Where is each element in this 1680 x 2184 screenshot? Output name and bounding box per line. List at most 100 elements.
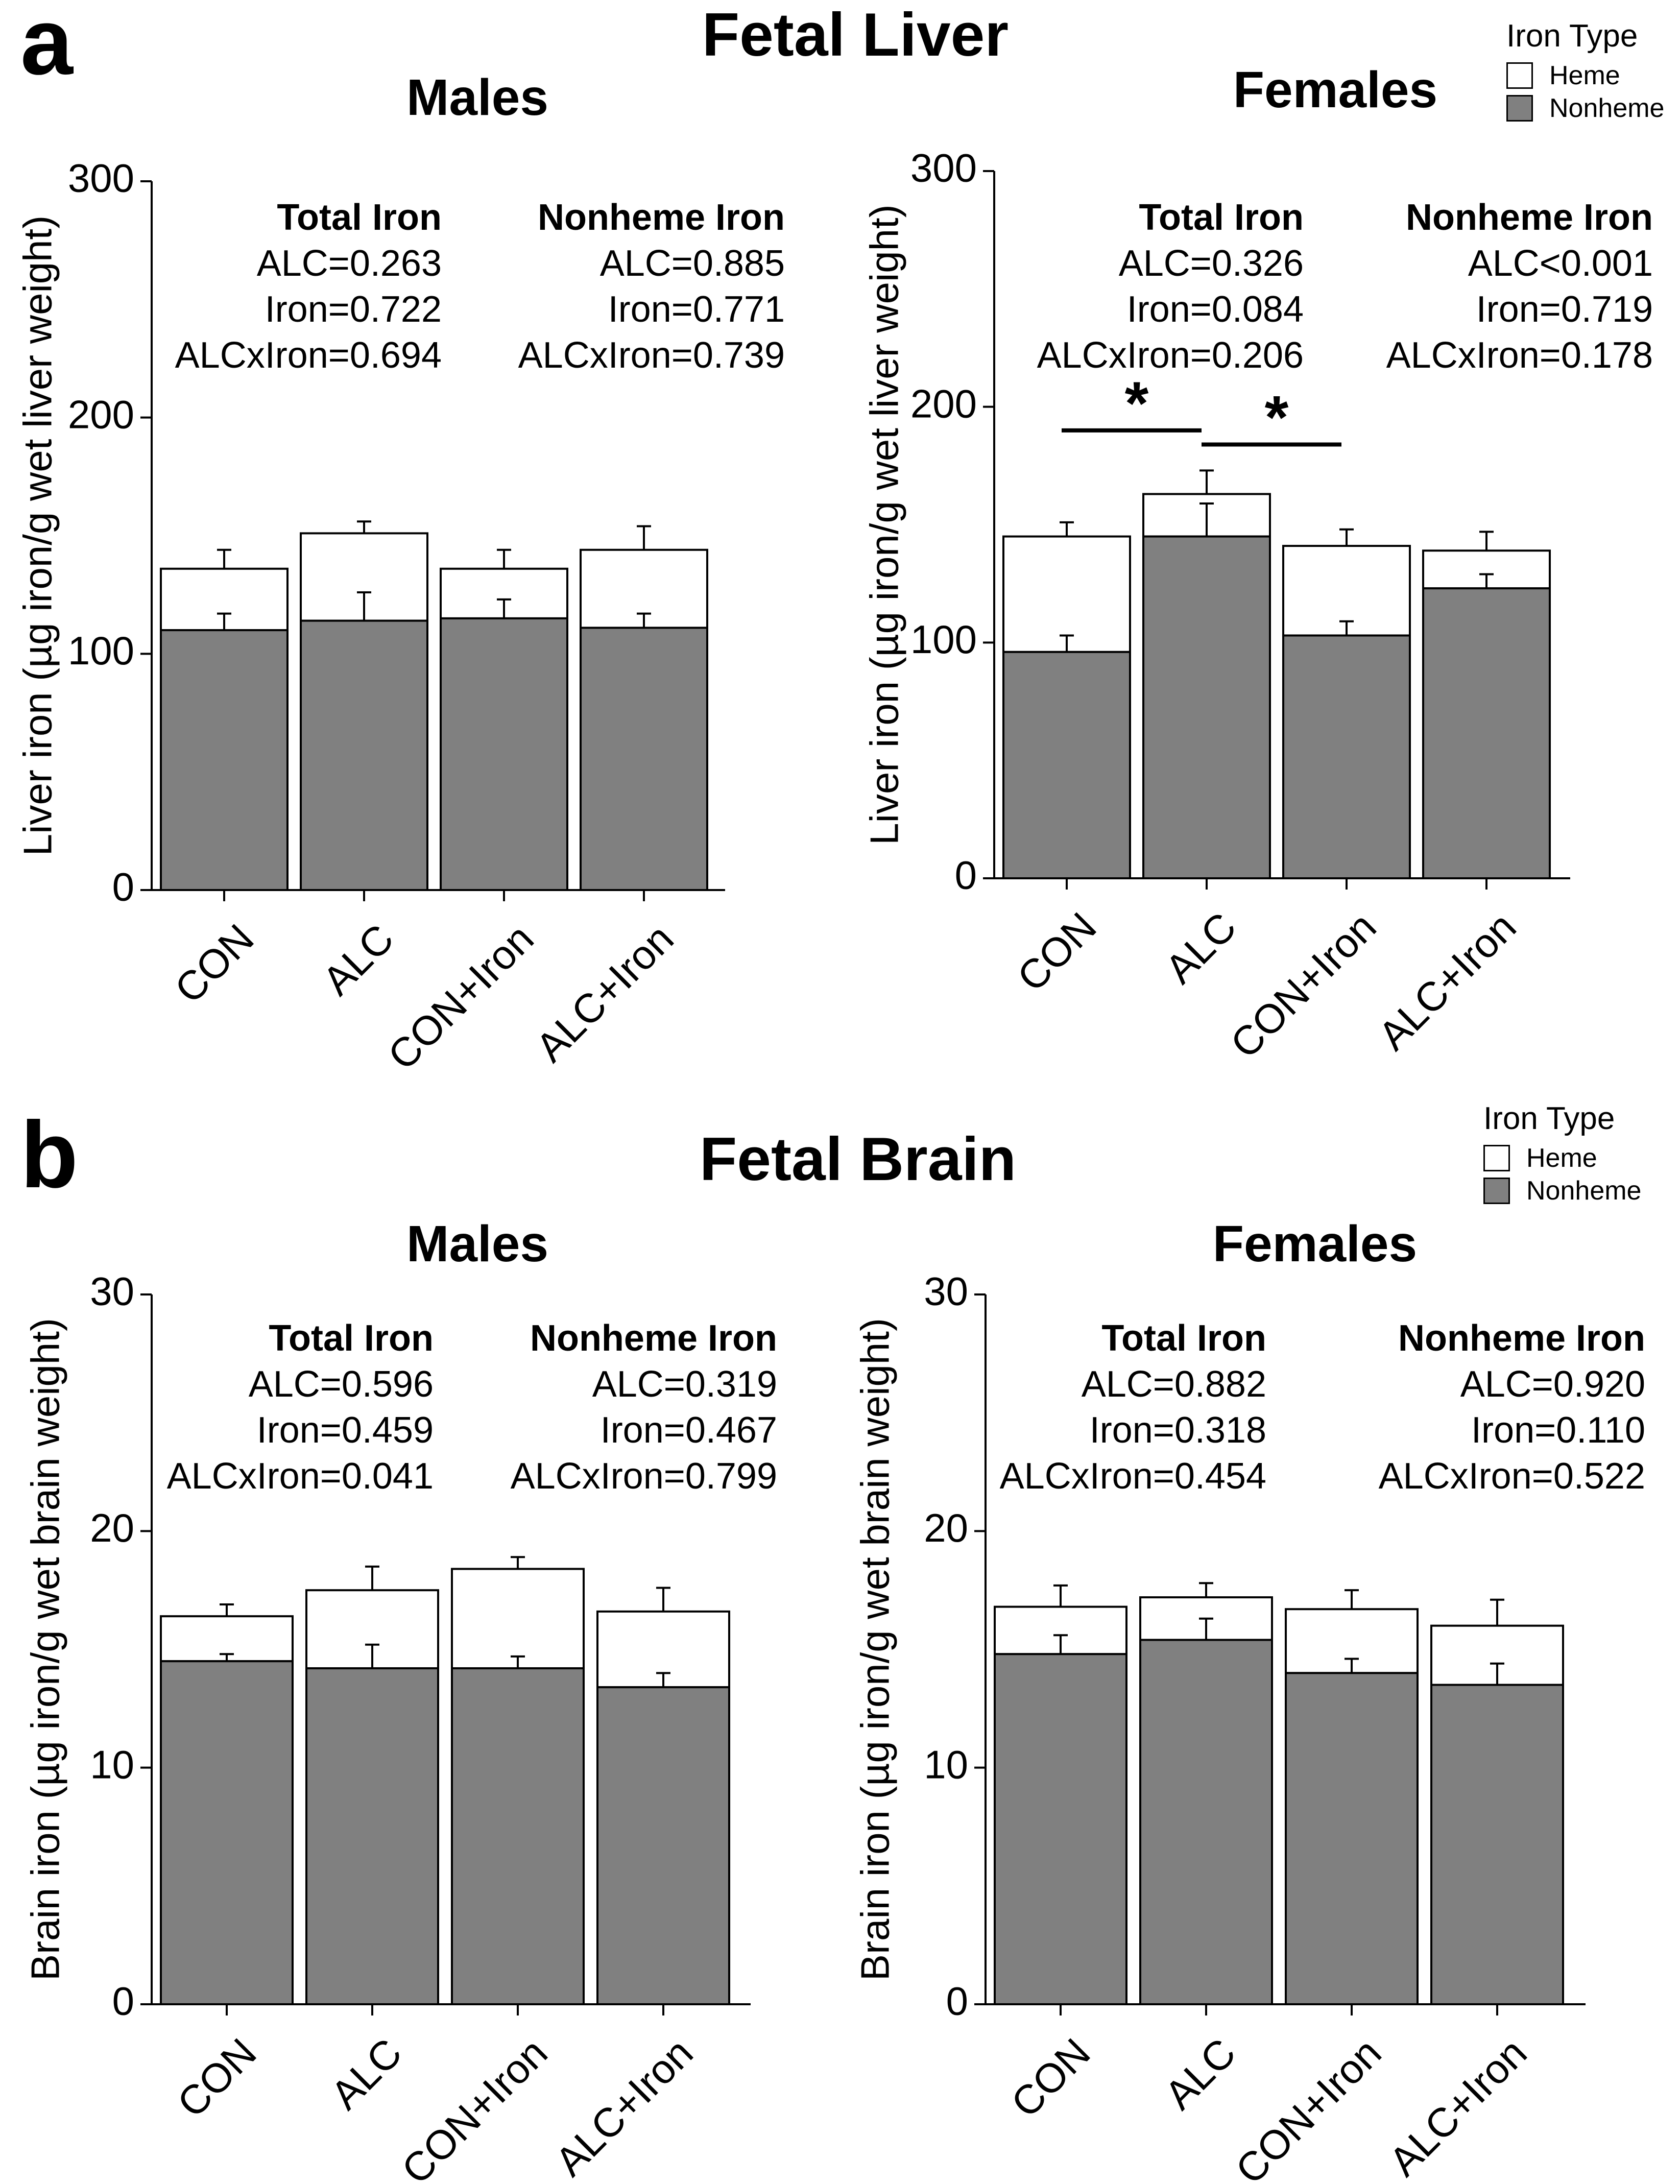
stats-line: ALC=0.263	[257, 243, 442, 284]
y-tick-label: 0	[112, 865, 134, 909]
bar-heme	[994, 1605, 1127, 1655]
panel-b-title: Fetal Brain	[699, 1125, 1017, 1193]
x-tick-label: CON+Iron	[393, 2030, 556, 2184]
bar-nonheme	[1430, 1684, 1564, 2005]
y-axis-label: Brain iron (µg iron/g wet brain weight)	[853, 1318, 898, 1981]
legend-item-nonheme: Nonheme	[1483, 1174, 1641, 1207]
stats-line: ALCxIron=0.454	[1000, 1456, 1266, 1497]
nonheme-swatch	[1483, 1178, 1510, 1204]
x-tick-label: CON+Iron	[379, 916, 542, 1078]
stats-line: ALCxIron=0.694	[175, 335, 442, 376]
bar-nonheme	[305, 1667, 439, 2005]
stats-heading: Nonheme Iron	[530, 1318, 777, 1359]
legend-label-heme: Heme	[1549, 61, 1620, 90]
legend-label-nonheme: Nonheme	[1549, 93, 1665, 123]
x-tick-label: CON	[169, 2030, 265, 2126]
stats-line: Iron=0.459	[257, 1410, 434, 1451]
stats-line: ALC=0.596	[249, 1364, 434, 1405]
stats-line: ALC=0.885	[600, 243, 785, 284]
panel-b-letter: b	[20, 1102, 79, 1208]
x-tick-label: CON	[1002, 2030, 1099, 2126]
x-tick-label: ALC	[322, 2030, 411, 2118]
bar-nonheme	[1142, 535, 1271, 880]
stats-line: ALC=0.326	[1119, 243, 1304, 284]
legend-item-heme: Heme	[1506, 59, 1664, 92]
heme-swatch	[1506, 62, 1533, 89]
legend-title: Iron Type	[1483, 1101, 1615, 1136]
chart-title: Males	[406, 1215, 548, 1273]
legend-title: Iron Type	[1506, 18, 1638, 54]
stats-line: ALC=0.920	[1460, 1364, 1645, 1405]
stats-line: ALCxIron=0.799	[511, 1456, 777, 1497]
bar-nonheme	[160, 629, 289, 891]
legend-item-nonheme: Nonheme	[1506, 92, 1664, 125]
bar-nonheme	[1422, 587, 1551, 879]
x-tick-label: ALC+Iron	[1370, 904, 1524, 1059]
bar-nonheme	[300, 619, 428, 892]
bar-nonheme	[596, 1686, 730, 2005]
stats-line: ALCxIron=0.041	[167, 1456, 434, 1497]
heme-swatch	[1483, 1145, 1510, 1171]
stats-line: ALC=0.882	[1082, 1364, 1266, 1405]
stats-heading: Total Iron	[1139, 197, 1304, 238]
bar-nonheme	[440, 617, 568, 891]
x-tick-label: CON	[1009, 904, 1105, 1000]
y-tick-label: 30	[924, 1269, 968, 1314]
stats-line: Iron=0.467	[601, 1410, 777, 1451]
bar-nonheme	[994, 1653, 1127, 2005]
legend-label-nonheme: Nonheme	[1526, 1176, 1642, 1206]
bar-nonheme	[580, 627, 708, 891]
stats-line: ALCxIron=0.522	[1379, 1456, 1645, 1497]
chart-title: Females	[1213, 1215, 1417, 1273]
bar-nonheme	[1139, 1639, 1273, 2005]
x-tick-label: ALC+Iron	[1380, 2030, 1535, 2184]
y-axis-label: Liver iron (µg iron/g wet liver weight)	[15, 215, 60, 856]
y-axis-label: Liver iron (µg iron/g wet liver weight)	[862, 204, 907, 845]
y-tick-label: 200	[910, 381, 977, 426]
bar-nonheme	[1285, 1672, 1419, 2005]
nonheme-swatch	[1506, 95, 1533, 122]
y-tick-label: 20	[90, 1505, 134, 1550]
stats-line: Iron=0.110	[1471, 1410, 1645, 1451]
stats-line: ALCxIron=0.739	[518, 335, 785, 376]
chart-title: Males	[406, 69, 548, 126]
x-tick-label: ALC+Iron	[546, 2030, 701, 2184]
stats-line: ALCxIron=0.206	[1037, 335, 1304, 376]
significance-star: *	[1125, 369, 1149, 438]
stats-line: Iron=0.722	[265, 289, 442, 330]
bar-nonheme	[1002, 651, 1131, 880]
y-tick-label: 10	[90, 1742, 134, 1787]
stats-heading: Total Iron	[269, 1318, 434, 1359]
stats-line: Iron=0.318	[1090, 1410, 1266, 1451]
panel-a-legend: Iron Type Heme Nonheme	[1506, 20, 1664, 125]
legend-item-heme: Heme	[1483, 1142, 1641, 1174]
x-tick-label: ALC+Iron	[527, 916, 682, 1070]
x-tick-label: ALC	[1156, 2030, 1244, 2118]
y-tick-label: 0	[946, 1979, 968, 2024]
bar-nonheme	[1282, 634, 1411, 879]
stats-line: ALC<0.001	[1468, 243, 1653, 284]
x-tick-label: CON+Iron	[1227, 2030, 1390, 2184]
y-tick-label: 200	[68, 392, 134, 437]
x-tick-label: ALC	[1157, 904, 1245, 992]
y-tick-label: 300	[910, 146, 977, 190]
stats-line: ALC=0.319	[592, 1364, 777, 1405]
y-tick-label: 0	[112, 1979, 134, 2024]
x-tick-label: ALC	[314, 916, 402, 1004]
y-tick-label: 10	[924, 1742, 968, 1787]
significance-star: *	[1265, 383, 1289, 452]
y-tick-label: 20	[924, 1505, 968, 1550]
legend-label-heme: Heme	[1526, 1143, 1597, 1173]
stats-line: Iron=0.084	[1127, 289, 1304, 330]
bar-nonheme	[451, 1667, 585, 2005]
stats-heading: Nonheme Iron	[1398, 1318, 1645, 1359]
y-tick-label: 100	[910, 617, 977, 662]
bar-heme	[451, 1568, 585, 1670]
chart-title: Females	[1233, 61, 1437, 118]
stats-line: Iron=0.719	[1476, 289, 1653, 330]
x-tick-label: CON	[166, 916, 262, 1012]
y-tick-label: 30	[90, 1269, 134, 1314]
stats-heading: Nonheme Iron	[1406, 197, 1653, 238]
y-tick-label: 300	[68, 156, 134, 201]
